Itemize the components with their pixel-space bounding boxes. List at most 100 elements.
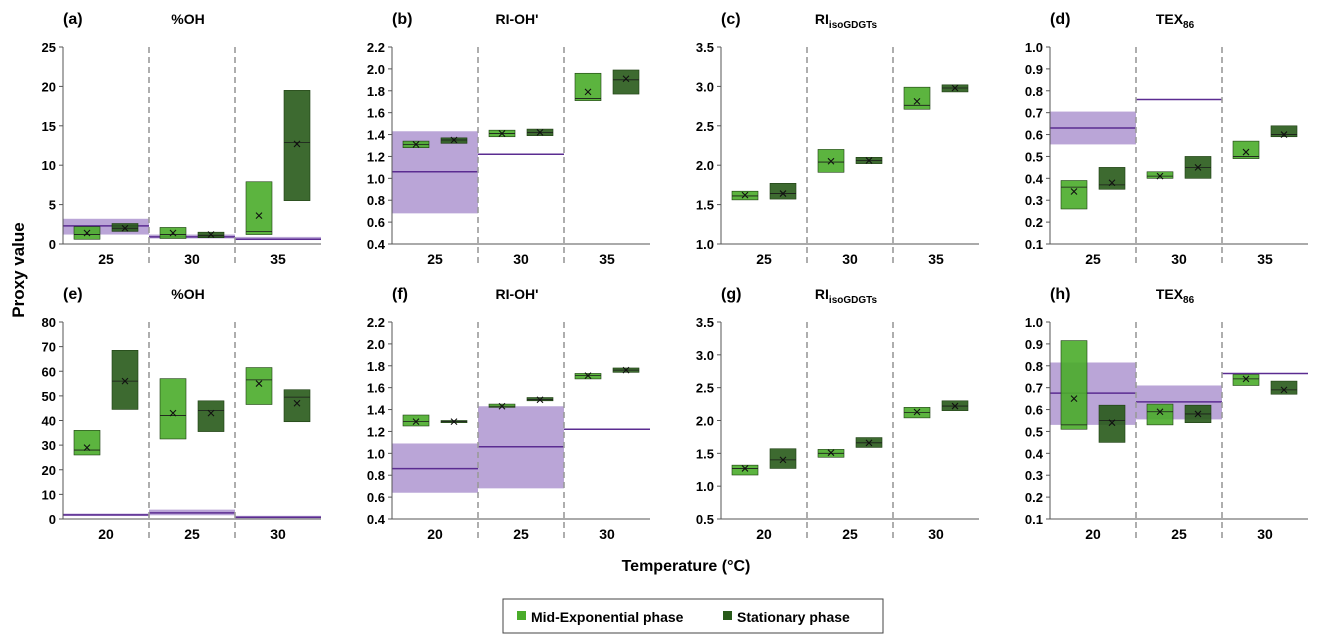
- y-tick-label: 0.2: [1025, 490, 1043, 505]
- y-tick-label: 1.8: [367, 84, 385, 99]
- y-tick-label: 0.8: [367, 468, 385, 483]
- panel-letter: (b): [392, 11, 412, 28]
- y-tick-label: 2.0: [367, 337, 385, 352]
- y-tick-label: 1.0: [367, 171, 385, 186]
- x-tick-label: 30: [270, 526, 286, 542]
- box-mid-exponential: [1232, 374, 1260, 386]
- panel-title: TEX86: [1156, 286, 1195, 306]
- panel-title: %OH: [171, 11, 204, 27]
- y-tick-label: 3.5: [696, 40, 714, 55]
- x-tick-label: 25: [427, 251, 443, 267]
- y-tick-label: 0: [49, 512, 56, 527]
- y-tick-label: 0.1: [1025, 237, 1043, 252]
- y-tick-label: 60: [42, 364, 56, 379]
- box-mean-marker: [584, 88, 592, 96]
- box-mean-marker: [1242, 375, 1250, 383]
- y-tick-label: 3.0: [696, 79, 714, 94]
- box-stationary: [283, 389, 311, 423]
- legend-label-mid: Mid-Exponential phase: [531, 609, 684, 625]
- box-mean-marker: [622, 366, 630, 374]
- x-tick-label: 20: [98, 526, 114, 542]
- box-mean-marker: [865, 157, 873, 164]
- panel-letter: (e): [63, 286, 83, 303]
- box-mid-exponential: [245, 181, 273, 235]
- box-mean-marker: [779, 190, 787, 197]
- y-tick-label: 0.9: [1025, 337, 1043, 352]
- y-tick-label: 20: [42, 463, 56, 478]
- y-tick-label: 1.5: [696, 198, 714, 213]
- box-mean-marker: [536, 396, 544, 404]
- y-tick-label: 0.8: [1025, 359, 1043, 374]
- box-mean-marker: [1070, 395, 1078, 402]
- box-mid-exponential: [1060, 180, 1088, 210]
- box-stationary: [283, 90, 311, 201]
- y-tick-label: 40: [42, 414, 56, 429]
- box-mean-marker: [1108, 419, 1116, 427]
- y-tick-label: 25: [42, 40, 56, 55]
- box-mid-exponential: [1060, 340, 1088, 430]
- x-tick-label: 25: [1085, 251, 1101, 267]
- x-tick-label: 25: [756, 251, 772, 267]
- y-tick-label: 5: [49, 198, 56, 213]
- box-mean-marker: [1156, 408, 1164, 416]
- x-tick-label: 25: [842, 526, 858, 542]
- y-tick-label: 1.0: [696, 479, 714, 494]
- y-tick-label: 0.7: [1025, 381, 1043, 396]
- box-stationary: [1098, 404, 1126, 443]
- panel-letter: (c): [721, 11, 741, 28]
- panel-letter: (a): [63, 11, 83, 28]
- panel-d: (d) TEX86 0.1 0.2 0.3 0.4 0.5 0.6 0.7 0.8 0.9 1.0 25…: [1025, 11, 1308, 267]
- box-mean-marker: [83, 444, 91, 451]
- box-stationary: [769, 448, 797, 469]
- y-tick-label: 0.6: [367, 215, 385, 230]
- y-tick-label: 1.2: [367, 149, 385, 164]
- y-tick-label: 1.0: [367, 446, 385, 461]
- panel-b: (b) RI-OH' 0.4 0.6 0.8 1.0 1.2 1.4 1.6 1.8 2.0 2.2 2…: [367, 11, 650, 267]
- box-mean-marker: [827, 449, 835, 457]
- x-axis-label: Temperature (°C): [622, 558, 751, 575]
- panel-title: RI-OH': [496, 286, 539, 302]
- box-mean-marker: [450, 136, 458, 144]
- box-mean-marker: [255, 380, 263, 387]
- box-mean-marker: [1242, 148, 1250, 156]
- x-tick-label: 25: [184, 526, 200, 542]
- y-tick-label: 2.2: [367, 315, 385, 330]
- x-tick-label: 25: [513, 526, 529, 542]
- y-tick-label: 0.7: [1025, 106, 1043, 121]
- box-stationary: [612, 69, 640, 95]
- x-tick-label: 20: [756, 526, 772, 542]
- panel-a: (a) %OH 0 5 10 15 20 25 25 30 35: [42, 11, 321, 267]
- y-tick-label: 0.9: [1025, 62, 1043, 77]
- panels: (a) %OH 0 5 10 15 20 25 25 30 35 (b) RI-OH' 0.4 0.6 0.8…: [42, 11, 1308, 542]
- box-mean-marker: [498, 402, 506, 410]
- y-tick-label: 0.6: [367, 490, 385, 505]
- box-stationary: [1270, 125, 1298, 138]
- panel-g: (g) RIisoGDGTs 0.5 1.0 1.5 2.0 2.5 3.0 3.5 20 25 30: [696, 286, 979, 542]
- y-tick-label: 2.0: [696, 414, 714, 429]
- x-tick-label: 35: [928, 251, 944, 267]
- x-tick-label: 25: [1171, 526, 1187, 542]
- box-mean-marker: [1194, 164, 1202, 171]
- y-tick-label: 1.4: [367, 403, 386, 418]
- y-tick-label: 0.5: [1025, 149, 1043, 164]
- y-tick-label: 0.2: [1025, 215, 1043, 230]
- panel-letter: (g): [721, 286, 741, 303]
- box-mean-marker: [1280, 386, 1288, 394]
- y-tick-label: 1.6: [367, 106, 385, 121]
- panel-title: %OH: [171, 286, 204, 302]
- y-tick-label: 3.0: [696, 348, 714, 363]
- box-mean-marker: [255, 212, 263, 220]
- box-mean-marker: [1194, 410, 1202, 418]
- y-tick-label: 15: [42, 119, 56, 134]
- x-tick-label: 20: [1085, 526, 1101, 542]
- y-tick-label: 1.2: [367, 424, 385, 439]
- y-tick-label: 0.3: [1025, 468, 1043, 483]
- y-tick-label: 0.4: [367, 237, 386, 252]
- x-tick-label: 30: [928, 526, 944, 542]
- y-tick-label: 1.8: [367, 359, 385, 374]
- box-mean-marker: [169, 409, 177, 417]
- box-stationary: [1270, 380, 1298, 395]
- box-mean-marker: [121, 377, 129, 385]
- y-tick-label: 1.0: [696, 237, 714, 252]
- y-tick-label: 30: [42, 438, 56, 453]
